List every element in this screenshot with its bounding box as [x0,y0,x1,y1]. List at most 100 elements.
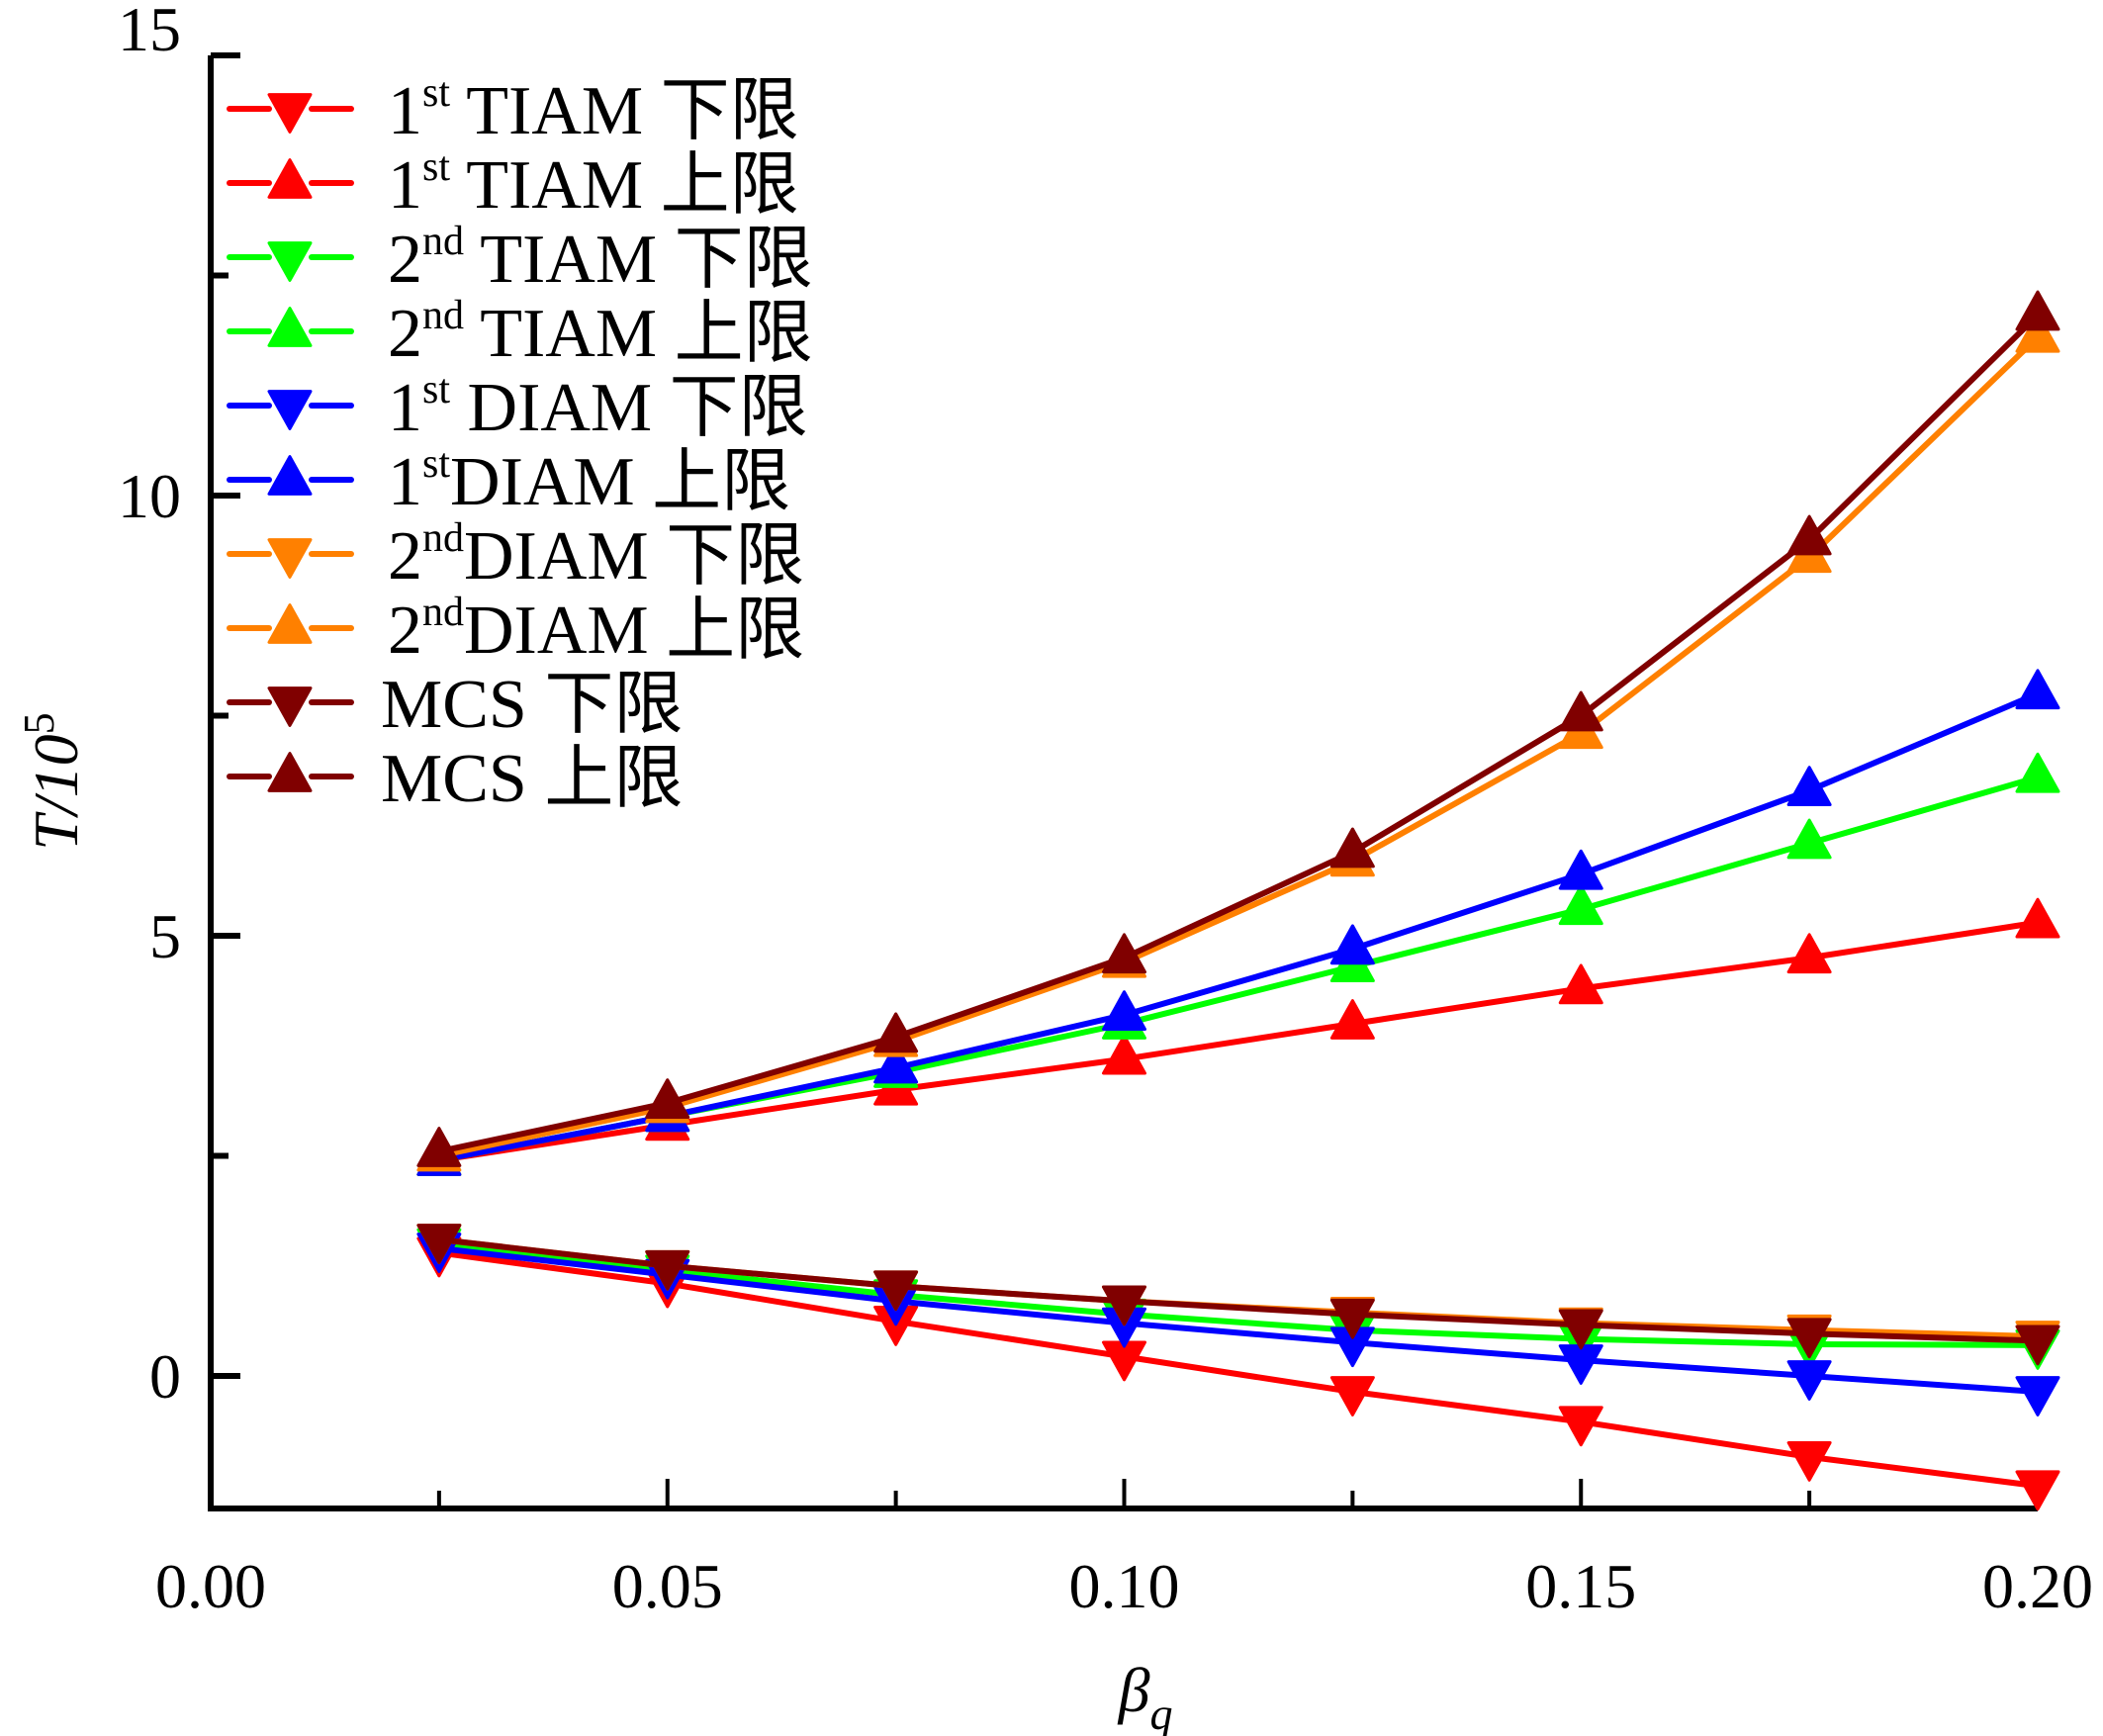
x-axis-title-sub: q [1149,1689,1172,1736]
series-line [438,1249,2039,1490]
data-point-marker [2015,290,2060,331]
legend-label-main: 2 [388,222,422,298]
data-point-marker [1329,1298,1375,1339]
legend-marker [267,93,313,134]
legend-label-main: 1 [388,147,422,224]
data-point-marker [1102,933,1146,974]
data-point-marker [1329,827,1375,868]
legend-label: 2ndDIAM 上限 [388,590,804,669]
data-point-marker [1102,1034,1146,1075]
legend-label-main: 2 [388,296,422,372]
legend-label: 2nd TIAM 上限 [388,293,813,372]
legend-label: MCS 下限 [381,667,683,743]
legend-label-rest: DIAM 下限 [450,370,808,446]
data-point-marker [1786,766,1832,807]
data-point-marker [873,1270,919,1312]
data-point-marker [645,1078,690,1119]
y-axis-title-sup: 5 [15,712,63,734]
legend-label-main: 1 [388,370,422,446]
data-point-marker [1786,514,1832,556]
legend-marker [267,752,313,792]
series-line [438,313,2041,1154]
legend-label-rest: TIAM 上限 [450,147,799,224]
data-point-marker [1786,818,1832,860]
legend-label-rest: DIAM 下限 [464,518,804,594]
legend-label-main: MCS 上限 [381,741,683,817]
legend-item: 1st TIAM 下限 [227,70,799,149]
data-point-marker [1558,849,1603,890]
legend-item: 2nd TIAM 上限 [227,293,813,372]
y-tick-label: 5 [149,901,181,971]
data-point-marker [1329,924,1375,965]
legend-marker [267,158,313,199]
legend-label: 1st TIAM 上限 [388,144,799,224]
legend-item: 2nd TIAM 下限 [227,219,813,298]
legend-marker [267,307,313,347]
legend-label-sup: nd [422,515,464,561]
legend-item: 1stDIAM 上限 [227,441,790,520]
y-axis-title-main: T/10 [21,734,91,850]
legend-label: 2nd TIAM 下限 [388,219,813,298]
legend-label-sup: nd [422,219,464,264]
series-9 [416,290,2060,1167]
legend-item: MCS 下限 [227,667,683,743]
data-point-marker [1558,1406,1603,1447]
legend-label: 2ndDIAM 下限 [388,515,804,594]
legend-item: 2ndDIAM 上限 [227,590,804,669]
data-point-marker [1558,1344,1603,1385]
x-tick-label: 0.15 [1525,1551,1636,1621]
series-layer [416,290,2060,1511]
data-point-marker [1558,1309,1603,1350]
legend-label-sup: st [422,367,450,412]
series-line [438,1244,2039,1396]
legend-label-main: MCS 下限 [381,667,683,743]
y-tick-label: 0 [149,1341,181,1412]
series-line [438,919,2039,1163]
data-point-marker [2015,897,2060,939]
x-axis-title-main: β [1117,1655,1150,1725]
x-axis-title: βq [1117,1655,1173,1736]
legend-label: 1st TIAM 下限 [388,70,799,149]
legend-label-main: 1 [388,73,422,149]
legend-marker [267,390,313,430]
legend-label-rest: TIAM 上限 [464,296,813,372]
y-axis-title: T/105 [15,712,91,850]
series-line [438,334,2041,1159]
legend-label-rest: TIAM 下限 [450,73,799,149]
legend-label-main: 2 [388,518,422,594]
legend-label: MCS 上限 [381,741,683,817]
legend-label: 1st DIAM 下限 [388,367,808,446]
legend-label-rest: DIAM 上限 [464,593,804,669]
x-tick-label: 0.00 [155,1551,266,1621]
data-point-marker [1558,690,1603,732]
legend-label-rest: DIAM 上限 [450,444,790,520]
axes: 0 5 10 15 0.00 0.05 0.10 0.15 0.20 [118,0,2093,1621]
data-point-marker [1329,1376,1375,1416]
legend-label-sup: st [422,441,450,487]
legend-label-sup: nd [422,293,464,338]
series-8 [416,1224,2060,1366]
data-point-marker [645,1249,690,1291]
x-tick-label: 0.05 [612,1551,723,1621]
x-tick-label: 0.10 [1069,1551,1180,1621]
data-point-marker [1786,1318,1832,1359]
data-point-marker [2015,1376,2060,1416]
legend-label-sup: st [422,144,450,190]
legend-item: MCS 上限 [227,741,683,817]
data-point-marker [416,1127,462,1167]
data-point-marker [1102,990,1146,1031]
legend-marker [267,686,313,727]
y-tick-label: 15 [118,0,181,64]
data-point-marker [1786,933,1832,974]
data-point-marker [1329,999,1375,1040]
legend-item: 1st DIAM 下限 [227,367,808,446]
legend-item: 1st TIAM 上限 [227,144,799,224]
data-point-marker [2015,669,2060,710]
legend-label-main: 1 [388,444,422,520]
data-point-marker [2015,1325,2060,1366]
legend-item: 2ndDIAM 下限 [227,515,804,594]
data-point-marker [416,1224,462,1264]
data-point-marker [1786,1360,1832,1401]
